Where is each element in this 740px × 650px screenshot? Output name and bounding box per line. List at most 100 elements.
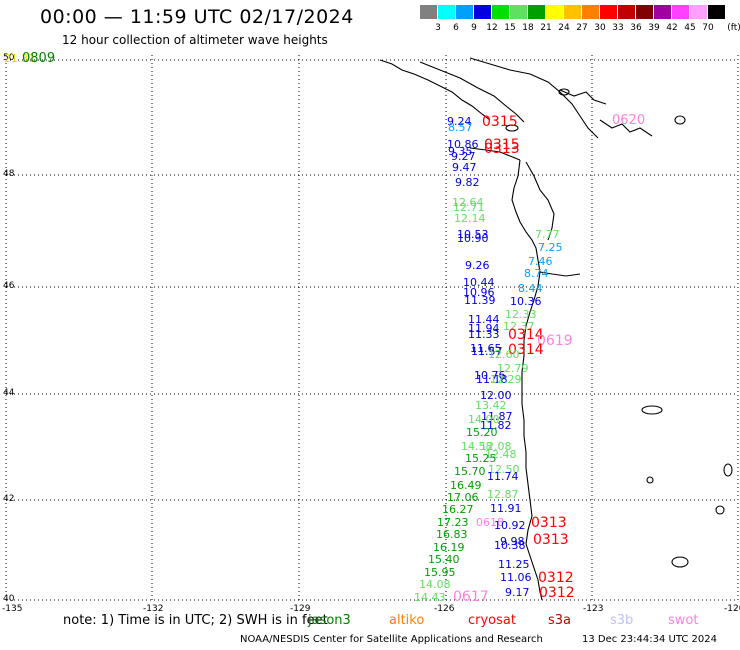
legend-swatch (690, 5, 707, 19)
satellite-altiko: altiko (389, 613, 425, 628)
lat-lon-grid (5, 55, 739, 601)
legend-label: 27 (576, 23, 588, 33)
legend-swatch (708, 5, 725, 19)
wave-height-label: 8.74 (524, 267, 549, 280)
wave-height-label: 13.42 (475, 399, 507, 412)
coastline (379, 57, 733, 601)
legend-swatch (510, 5, 527, 19)
wave-height-label: 9.24 (447, 115, 472, 128)
legend-label: 36 (630, 23, 642, 33)
wave-height-label: 8.57 (448, 121, 473, 134)
wave-height-label: 12.71 (453, 201, 485, 214)
wave-height-label: 0618 (476, 516, 504, 529)
wave-height-label: 12.37 (503, 320, 535, 333)
legend-swatch (528, 5, 545, 19)
legend-swatch (420, 5, 437, 19)
legend-swatch (456, 5, 473, 19)
legend-label: 39 (648, 23, 660, 33)
wave-height-label: 15.95 (424, 566, 456, 579)
legend-label: 70 (702, 23, 714, 33)
wave-height-label: 0312 (539, 585, 575, 601)
wave-height-label: 10.86 (447, 138, 479, 151)
wave-height-label: 12.60 (488, 348, 520, 361)
legend-label: 18 (522, 23, 534, 33)
coastline-segment (469, 147, 521, 161)
wave-height-label: 0314 (508, 327, 544, 343)
wave-height-label: 12.79 (497, 362, 529, 375)
wave-height-label: 10.92 (494, 519, 526, 532)
legend-label: 3 (435, 23, 441, 33)
wave-height-label: 17.06 (447, 491, 479, 504)
legend-swatch (636, 5, 653, 19)
legend-swatch (618, 5, 635, 19)
legend-swatch (438, 5, 455, 19)
wave-height-label: 12.50 (488, 463, 520, 476)
wave-height-label: 15.20 (466, 426, 498, 439)
wave-height-label: 10.96 (463, 286, 495, 299)
longitude-label: -120 (724, 604, 740, 614)
wave-height-label: 11.33 (468, 328, 500, 341)
wave-height-label: 10.53 (457, 228, 489, 241)
wave-height-label: 0619 (537, 333, 573, 349)
legend-label: 42 (666, 23, 678, 33)
lake-outline (646, 476, 654, 484)
page-title: 00:00 — 11:59 UTC 02/17/2024 (40, 6, 354, 28)
legend-label: 12 (486, 23, 498, 33)
wave-height-label: 14.43 (414, 591, 446, 604)
wave-height-label: 0312 (538, 570, 574, 586)
satellite-cryosat: cryosat (468, 613, 516, 628)
legend-swatch (654, 5, 671, 19)
wave-height-label: 11.06 (500, 571, 532, 584)
latitude-label: 44 (3, 388, 15, 398)
coastline-segment (469, 57, 599, 139)
wave-height-label: 11.39 (464, 294, 496, 307)
wave-height-label: 17.23 (437, 516, 469, 529)
wave-height-label: 14.58 (461, 440, 493, 453)
units-note: note: 1) Time is in UTC; 2) SWH is in fe… (63, 613, 328, 628)
latitude-label: 40 (3, 594, 15, 604)
legend-label: 9 (471, 23, 477, 33)
wave-height-label: 11.25 (498, 558, 530, 571)
wave-height-label: 0313 (533, 532, 569, 548)
satellite-jason3: jason3 (308, 613, 351, 628)
legend-label: 45 (684, 23, 696, 33)
wave-height-label: 16.19 (433, 541, 465, 554)
coastline-segment (525, 161, 555, 241)
lake-outline (674, 115, 686, 125)
wave-height-label: 11.87 (481, 410, 513, 423)
wave-height-label: 15.25 (465, 452, 497, 465)
legend-label: 33 (612, 23, 624, 33)
wave-height-label: 7.77 (535, 228, 560, 241)
legend-swatch (672, 5, 689, 19)
wave-height-label: 0620 (612, 113, 645, 128)
lake-outline (558, 88, 570, 96)
latitude-label: 46 (3, 281, 15, 291)
longitude-label: -123 (583, 604, 603, 614)
coastline-segment (559, 89, 607, 105)
satellite-swot: swot (668, 613, 699, 628)
coastline-segment (419, 61, 525, 123)
wave-height-label: 16.49 (450, 479, 482, 492)
latitude-label: 48 (3, 169, 15, 179)
axis-labels: -135 -132 -129 -126 -123 -120 50 48 46 44 42 40 (2, 53, 740, 614)
wave-height-label: 11.91 (490, 502, 522, 515)
wave-height-label: 7.46 (528, 255, 553, 268)
legend-swatch (474, 5, 491, 19)
longitude-label: -126 (434, 604, 455, 614)
wave-height-label: 12.33 (505, 308, 537, 321)
legend-swatch (600, 5, 617, 19)
legend-swatch (546, 5, 563, 19)
coastline-segment (539, 271, 581, 277)
wave-height-label: 12.87 (487, 488, 519, 501)
wave-height-label: 10.38 (494, 539, 526, 552)
wave-height-label: 9.26 (465, 259, 490, 272)
wave-height-label: 10.36 (510, 295, 542, 308)
wave-height-label: 12.29 (490, 373, 522, 386)
wave-height-label: 0315 (482, 114, 518, 130)
legend-label: 24 (558, 23, 570, 33)
coastline-segment (379, 59, 491, 121)
wave-height-label: 15.40 (428, 553, 460, 566)
wave-height-label: 0617 (453, 589, 489, 605)
